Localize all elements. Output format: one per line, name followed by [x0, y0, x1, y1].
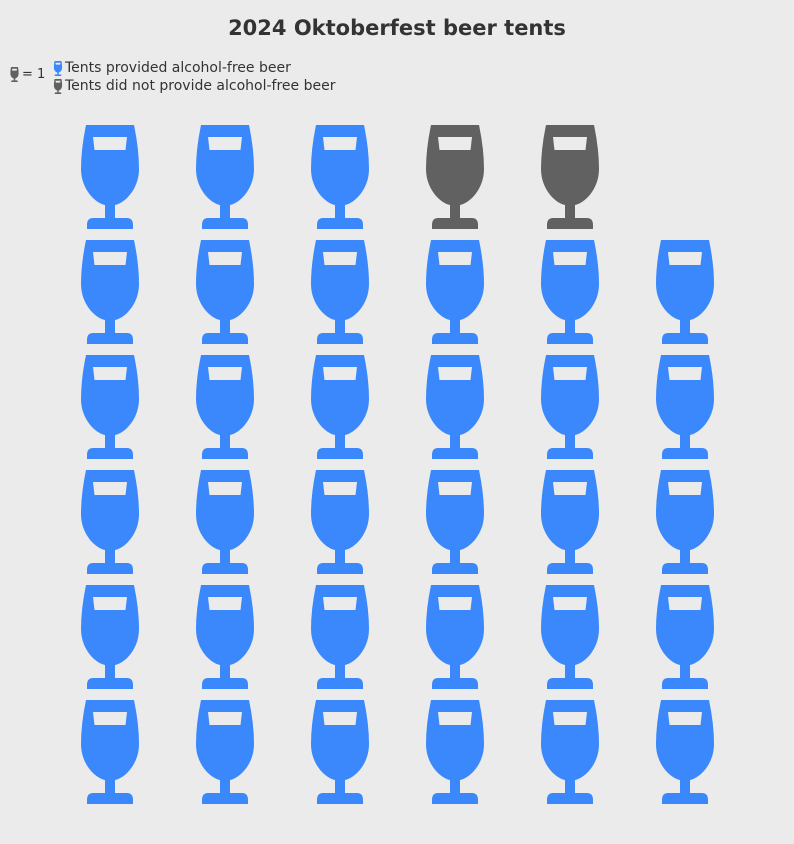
wine-glass-icon: [311, 585, 369, 689]
wine-glass-icon: [426, 125, 484, 229]
wine-glass-icon: [541, 240, 599, 344]
wine-glass-icon: [541, 125, 599, 229]
wine-glass-icon: [426, 585, 484, 689]
wine-glass-icon: [426, 700, 484, 804]
wine-glass-icon: [81, 355, 139, 459]
legend-label: Tents did not provide alcohol-free beer: [65, 78, 336, 94]
wine-glass-icon: [196, 240, 254, 344]
wine-glass-icon: [81, 700, 139, 804]
wine-glass-icon: [81, 470, 139, 574]
wine-glass-icon: [311, 470, 369, 574]
wine-glass-icon: [541, 700, 599, 804]
wine-glass-icon: [656, 240, 714, 344]
chart-title: 2024 Oktoberfest beer tents: [228, 16, 566, 40]
wine-glass-icon: [656, 585, 714, 689]
wine-glass-icon: [541, 355, 599, 459]
wine-glass-icon: [656, 470, 714, 574]
wine-glass-icon: [196, 125, 254, 229]
wine-glass-icon: [196, 355, 254, 459]
legend-label: Tents provided alcohol-free beer: [65, 60, 291, 76]
wine-glass-icon: [196, 470, 254, 574]
wine-glass-icon: [311, 355, 369, 459]
wine-glass-icon: [311, 240, 369, 344]
wine-glass-icon: [426, 240, 484, 344]
wine-glass-icon: [426, 355, 484, 459]
wine-glass-icon: [311, 700, 369, 804]
wine-glass-icon: [541, 585, 599, 689]
wine-glass-icon: [81, 240, 139, 344]
legend: Tents provided alcohol-free beer Tents d…: [53, 59, 335, 95]
wine-glass-icon: [81, 585, 139, 689]
legend-item-provided: Tents provided alcohol-free beer: [53, 59, 335, 77]
wine-glass-icon: [541, 470, 599, 574]
wine-glass-icon: [311, 125, 369, 229]
legend-scale: = 1: [9, 67, 45, 82]
wine-glass-icon: [196, 700, 254, 804]
legend-scale-label: = 1: [22, 67, 46, 82]
wine-glass-icon: [656, 355, 714, 459]
wine-glass-icon: [196, 585, 254, 689]
wine-glass-icon: [81, 125, 139, 229]
legend-item-not-provided: Tents did not provide alcohol-free beer: [53, 77, 335, 95]
wine-glass-icon: [426, 470, 484, 574]
wine-glass-icon: [656, 700, 714, 804]
